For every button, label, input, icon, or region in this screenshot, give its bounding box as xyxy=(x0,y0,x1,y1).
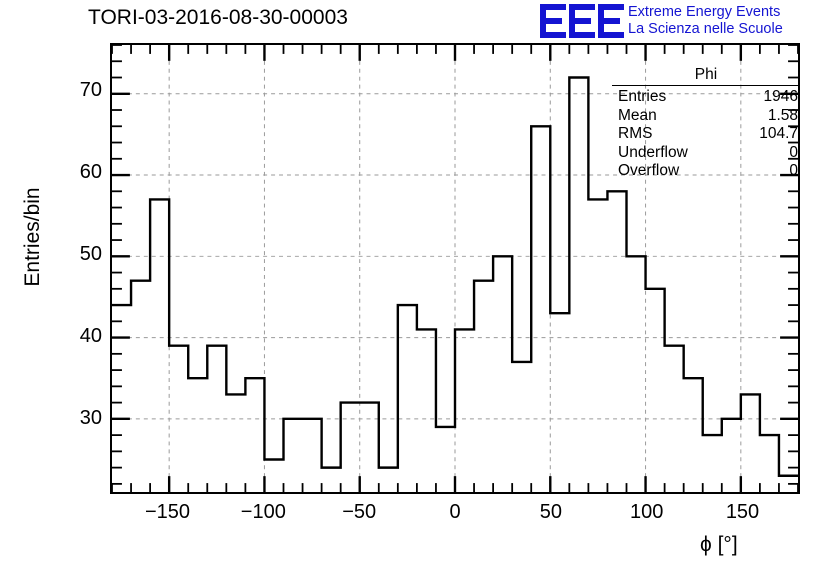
x-axis-title: ϕ [°] xyxy=(700,533,738,556)
stats-row-value: 104.7 xyxy=(759,125,798,142)
stats-rows: Entries 1946 Mean 1.58 RMS 104.7 Underflow 0 Ove… xyxy=(612,88,800,181)
stats-row-value: 1946 xyxy=(763,88,798,105)
plot-frame xyxy=(110,43,800,494)
stats-row: RMS 104.7 xyxy=(612,125,800,144)
stats-row: Underflow 0 xyxy=(612,144,800,163)
histogram-trace xyxy=(112,45,798,492)
y-tick-label: 40 xyxy=(79,325,102,348)
stats-row: Mean 1.58 xyxy=(612,107,800,126)
stats-divider xyxy=(612,85,800,86)
stats-row-label: RMS xyxy=(618,125,653,142)
stats-row: Overflow 0 xyxy=(612,162,800,181)
stats-row-value: 0 xyxy=(789,162,798,179)
x-tick-label: 0 xyxy=(449,501,461,523)
x-tick-label: 150 xyxy=(725,501,760,523)
eee-logo-mark xyxy=(540,4,624,38)
stats-row-value: 0 xyxy=(789,143,798,161)
x-tick-label: 100 xyxy=(629,501,664,523)
stats-row-label: Mean xyxy=(618,106,657,124)
y-tick-label: 70 xyxy=(79,79,102,102)
x-tick-label: 50 xyxy=(539,501,562,523)
stats-row-label: Underflow xyxy=(618,143,688,161)
x-tick-label: −150 xyxy=(144,501,191,523)
stats-title: Phi xyxy=(694,66,718,83)
axis-ticks xyxy=(112,45,798,492)
stats-box: Phi Entries 1946 Mean 1.58 RMS 104.7 Underflow… xyxy=(612,66,800,181)
eee-logo-text: Extreme Energy Events La Scienza nelle S… xyxy=(628,4,783,38)
y-tick-label: 50 xyxy=(79,243,102,266)
eee-logo: Extreme Energy Events La Scienza nelle S… xyxy=(540,2,836,42)
page-title: TORI-03-2016-08-30-00003 xyxy=(88,6,348,29)
y-axis-title: Entries/bin xyxy=(21,187,44,287)
stats-row-label: Entries xyxy=(618,88,667,105)
x-tick-label: −100 xyxy=(240,501,286,523)
eee-logo-line1: Extreme Energy Events xyxy=(628,4,781,20)
x-tick-label: −50 xyxy=(342,501,377,523)
y-tick-label: 60 xyxy=(79,161,102,184)
stats-row-value: 1.58 xyxy=(767,106,798,124)
stats-row-label: Overflow xyxy=(618,162,680,179)
stats-row: Entries 1946 xyxy=(612,88,800,107)
y-tick-label: 30 xyxy=(79,407,102,430)
eee-logo-line2: La Scienza nelle Scuole xyxy=(628,21,783,37)
